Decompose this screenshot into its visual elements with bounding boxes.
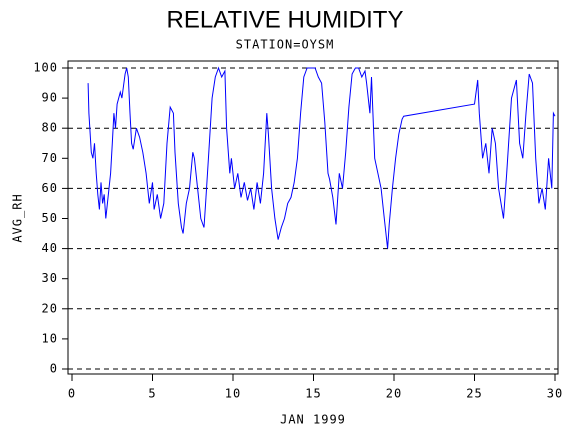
x-tick-label: 20	[386, 387, 402, 401]
chart-subtitle: STATION=OYSM	[236, 38, 335, 52]
x-tick-label: 25	[466, 387, 482, 401]
plot-frame	[67, 60, 559, 375]
y-tick-label: 80	[42, 121, 58, 135]
x-tick-label: 10	[225, 387, 241, 401]
data-line	[87, 66, 556, 249]
y-tick-label: 20	[42, 301, 58, 315]
y-tick-label: 50	[42, 211, 58, 225]
y-tick-label: 90	[42, 91, 58, 105]
y-tick-label: 40	[42, 241, 58, 255]
y-tick-label: 60	[42, 181, 58, 195]
y-tick-label: 100	[33, 61, 58, 75]
x-tick-label: 30	[547, 387, 563, 401]
y-tick-label: 10	[42, 331, 58, 345]
x-tick-label: 0	[68, 387, 76, 401]
y-tick-label: 30	[42, 271, 58, 285]
x-tick-label: 15	[305, 387, 321, 401]
chart-title: RELATIVE HUMIDITY	[167, 6, 404, 33]
y-axis-label: AVG_RH	[11, 193, 25, 242]
y-tick-label: 0	[50, 362, 58, 376]
x-axis-label: JAN 1999	[280, 413, 346, 427]
y-tick-label: 70	[42, 151, 58, 165]
x-tick-label: 5	[148, 387, 156, 401]
